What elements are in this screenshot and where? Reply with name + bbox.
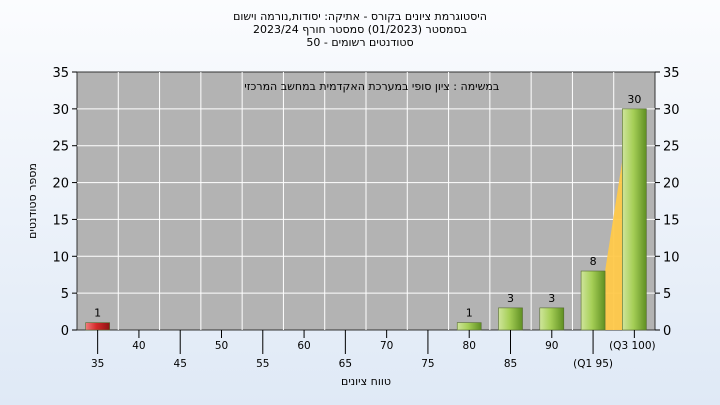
x-tick-label: 70	[380, 340, 393, 352]
bar	[85, 322, 110, 331]
x-tick-label: 50	[215, 340, 228, 352]
y-tick-label-right: 5	[663, 287, 671, 302]
y-tick-label-left: 30	[52, 103, 69, 118]
y-tick-label-left: 5	[61, 287, 69, 302]
y-tick-label-left: 10	[52, 250, 69, 265]
bar	[456, 322, 482, 331]
y-tick-label-right: 35	[663, 66, 680, 81]
bar-label: 1	[94, 307, 101, 320]
plot-annotation: במשימה : ציון סופי במערכת האקדמית במחשב …	[244, 80, 499, 93]
x-tick-label: 75	[421, 358, 434, 370]
bar	[498, 307, 523, 331]
x-tick-label: 55	[256, 358, 269, 370]
y-tick-label-left: 25	[52, 140, 69, 155]
x-axis-title: טווח ציונים	[341, 375, 391, 388]
y-tick-label-right: 25	[663, 140, 680, 155]
bar-label: 1	[466, 307, 473, 320]
y-tick-label-right: 15	[663, 213, 680, 228]
bar-label: 3	[548, 292, 555, 305]
bar-label: 30	[627, 93, 641, 106]
y-tick-label-left: 35	[52, 66, 69, 81]
x-tick-label: 40	[132, 340, 145, 352]
y-tick-label-left: 0	[61, 324, 69, 339]
x-tick-label: (Q1 95)	[573, 358, 613, 370]
y-tick-label-left: 20	[52, 177, 69, 192]
chart-title: היסטוגרמת ציונים בקורס - אתיקה: יסודות,נ…	[233, 10, 487, 23]
x-tick-label: 90	[545, 340, 558, 352]
y-tick-label-right: 0	[663, 324, 671, 339]
x-tick-label: 35	[91, 358, 104, 370]
x-tick-label: 85	[504, 358, 517, 370]
x-tick-label: (Q3 100)	[609, 340, 656, 352]
y-tick-label-right: 10	[663, 250, 680, 265]
bar	[622, 108, 647, 331]
x-tick-label: 80	[463, 340, 476, 352]
x-tick-label: 60	[297, 340, 310, 352]
y-axis-title: מספר סטודנטים	[26, 163, 39, 239]
chart-subtitle-semester: בסמסטר (01/2023) סמסטר חורף 2023/24	[253, 23, 467, 36]
y-tick-label-left: 15	[52, 213, 69, 228]
x-tick-label: 45	[174, 358, 187, 370]
bar	[580, 270, 606, 331]
chart-subtitle-students: סטודנטים רשומים - 50	[306, 36, 414, 49]
y-tick-label-right: 20	[663, 177, 680, 192]
y-tick-label-right: 30	[663, 103, 680, 118]
bar-label: 8	[590, 255, 597, 268]
bar	[539, 307, 565, 331]
x-tick-label: 65	[339, 358, 352, 370]
bar-label: 3	[507, 292, 514, 305]
